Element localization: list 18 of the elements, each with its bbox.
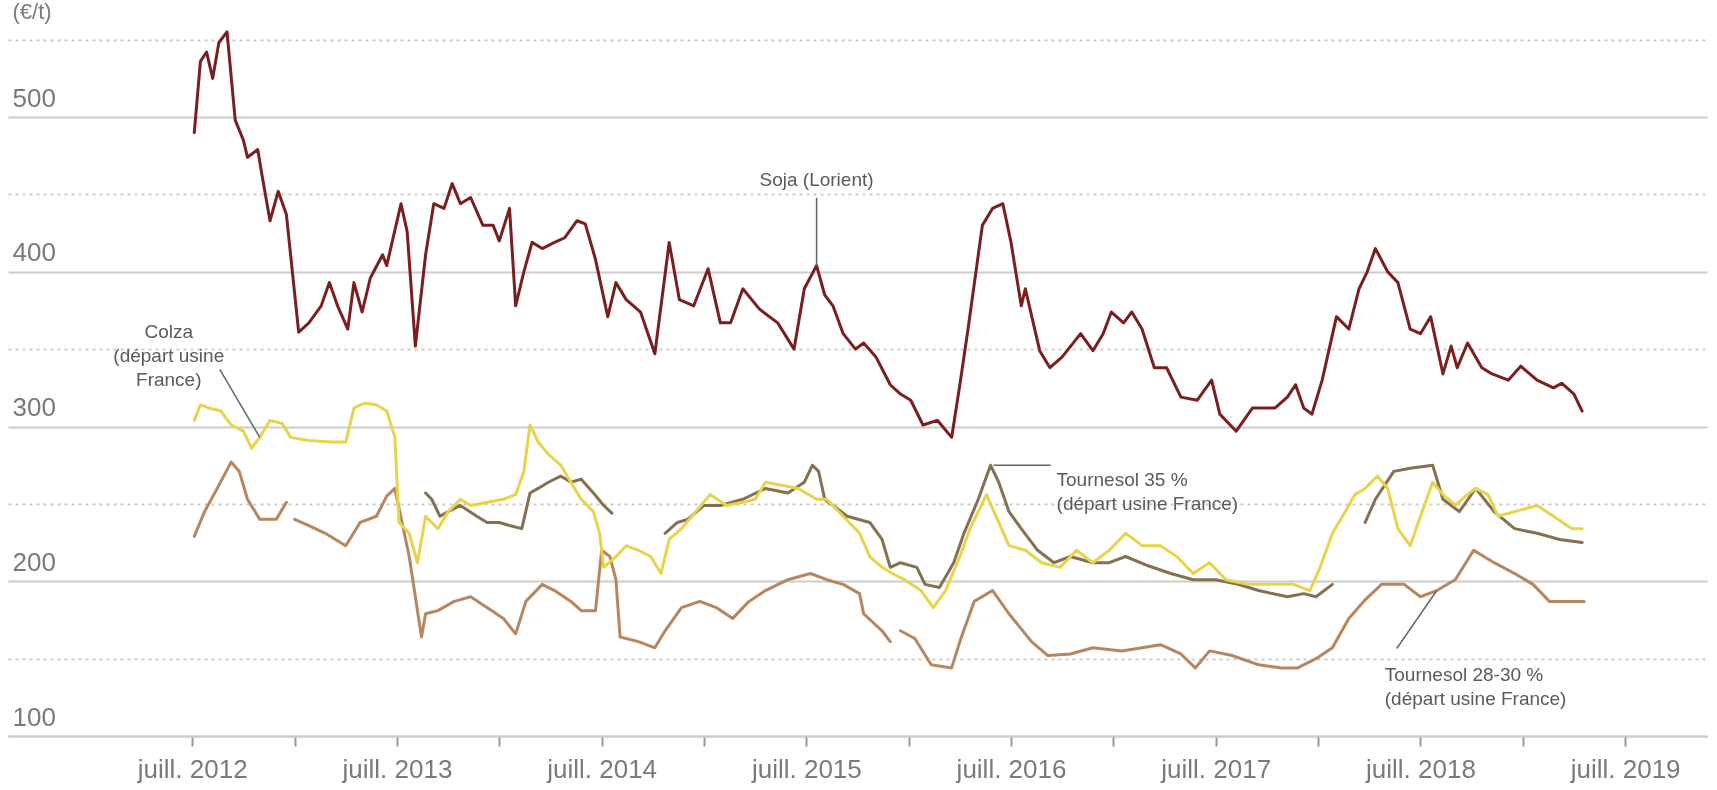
annotation: Tournesol 28-30 % (départ usine France) bbox=[1384, 663, 1567, 709]
y-tick-label: 500 bbox=[12, 82, 56, 113]
annotation: Soja (Lorient) bbox=[759, 168, 874, 190]
y-axis-title: (€/t) bbox=[12, 0, 52, 24]
x-tick-label: juill. 2019 bbox=[1569, 753, 1681, 784]
annotation: Colza (départ usine France) bbox=[113, 321, 225, 391]
x-tick-label: juill. 2018 bbox=[1364, 753, 1476, 784]
y-tick-label: 200 bbox=[12, 546, 56, 577]
x-tick-label: juill. 2017 bbox=[1160, 753, 1272, 784]
x-tick-label: juill. 2013 bbox=[341, 753, 453, 784]
annotation: Tournesol 35 % (départ usine France) bbox=[1056, 469, 1239, 515]
x-tick-label: juill. 2015 bbox=[750, 753, 862, 784]
x-tick-label: juill. 2014 bbox=[546, 753, 658, 784]
x-tick-label: juill. 2012 bbox=[136, 753, 248, 784]
y-tick-label: 300 bbox=[12, 392, 56, 423]
y-tick-label: 400 bbox=[12, 237, 56, 268]
x-tick-label: juill. 2016 bbox=[955, 753, 1067, 784]
y-tick-label: 100 bbox=[12, 701, 56, 732]
